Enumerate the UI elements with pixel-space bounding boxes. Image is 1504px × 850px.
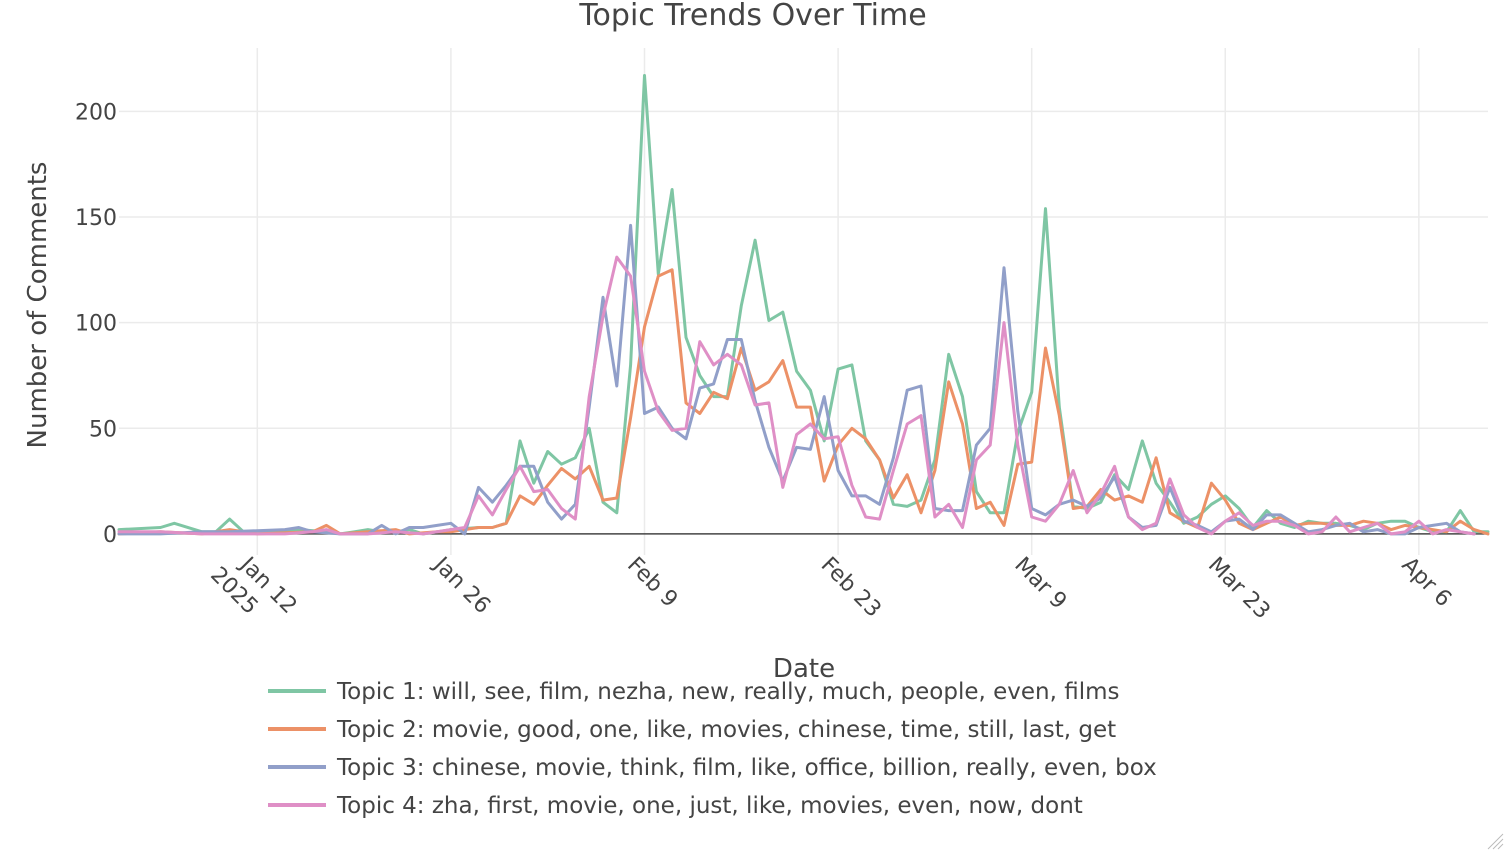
- series-lines: [117, 74, 1490, 536]
- y-axis-ticks: 0 50 100 150 200: [75, 100, 117, 548]
- x-tick-label-line: Apr 6: [1397, 553, 1456, 612]
- series-line-topic-3: [117, 223, 1476, 536]
- x-tick-label: Apr 6: [1397, 553, 1456, 612]
- x-tick-label: Jan 26: [427, 551, 495, 619]
- x-tick-label: Feb 9: [622, 553, 682, 613]
- x-tick-label: Mar 23: [1203, 553, 1275, 625]
- x-tick-label: Feb 23: [816, 553, 886, 623]
- x-tick-label-line: Mar 23: [1203, 553, 1275, 625]
- legend-label: Topic 2: movie, good, one, like, movies,…: [336, 717, 1116, 743]
- y-tick-label: 100: [75, 312, 117, 337]
- legend-label: Topic 3: chinese, movie, think, film, li…: [336, 755, 1157, 781]
- x-tick-label-line: Mar 9: [1009, 553, 1071, 615]
- x-tick-label-line: Feb 9: [622, 553, 682, 613]
- series-line-topic-1: [117, 74, 1490, 536]
- series-line-topic-4: [117, 255, 1476, 536]
- gridlines: [119, 48, 1488, 555]
- legend-label: Topic 1: will, see, film, nezha, new, re…: [336, 679, 1120, 705]
- series-line-topic-2: [117, 268, 1490, 536]
- x-tick-label: Mar 9: [1009, 553, 1071, 615]
- x-axis-title: Date: [773, 654, 835, 684]
- y-tick-label: 150: [75, 206, 117, 231]
- chart-title: Topic Trends Over Time: [578, 0, 926, 33]
- y-tick-label: 50: [89, 417, 117, 442]
- legend-item-topic-1[interactable]: Topic 1: will, see, film, nezha, new, re…: [268, 679, 1120, 705]
- legend-label: Topic 4: zha, first, movie, one, just, l…: [336, 793, 1083, 819]
- legend-item-topic-4[interactable]: Topic 4: zha, first, movie, one, just, l…: [268, 793, 1083, 819]
- legend[interactable]: Topic 1: will, see, film, nezha, new, re…: [268, 679, 1157, 819]
- y-tick-label: 200: [75, 100, 117, 125]
- x-tick-label-line: Jan 26: [427, 551, 495, 619]
- resize-grip-icon[interactable]: [1478, 824, 1504, 850]
- y-tick-label: 0: [103, 523, 117, 548]
- legend-item-topic-3[interactable]: Topic 3: chinese, movie, think, film, li…: [268, 755, 1157, 781]
- x-tick-label-line: Feb 23: [816, 553, 886, 623]
- legend-item-topic-2[interactable]: Topic 2: movie, good, one, like, movies,…: [268, 717, 1116, 743]
- y-axis-title: Number of Comments: [23, 162, 53, 449]
